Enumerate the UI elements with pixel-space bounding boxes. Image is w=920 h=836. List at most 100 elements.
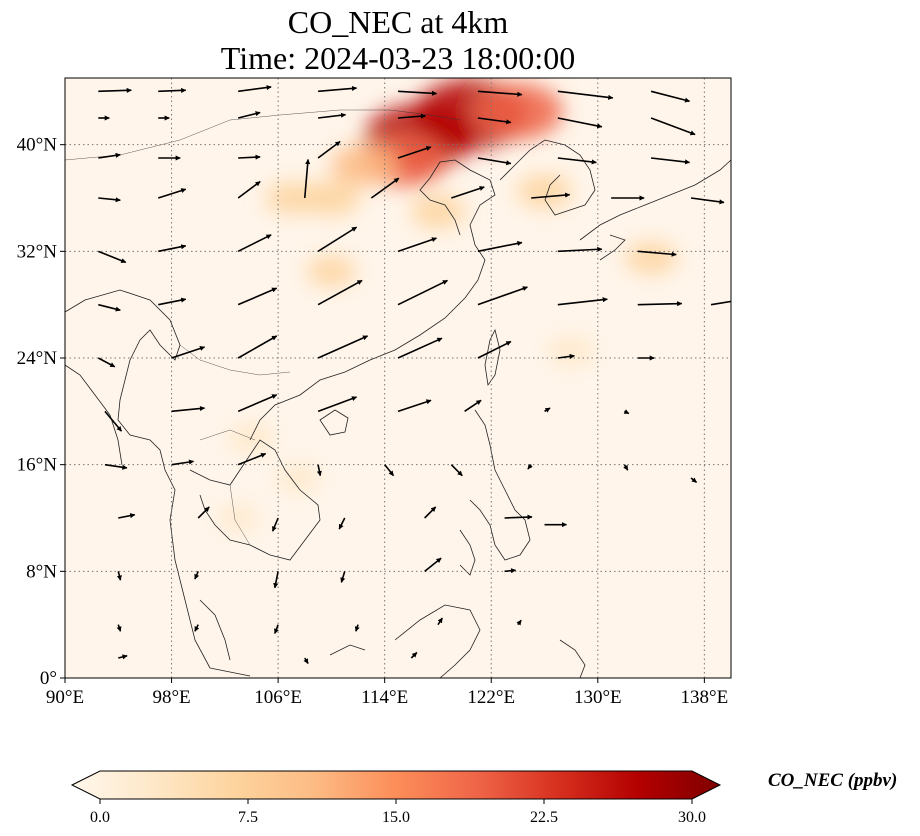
wind-arrow — [237, 180, 261, 199]
wind-arrow — [303, 158, 311, 199]
wind-arrow — [637, 301, 683, 307]
lon-tick-label: 90°E — [46, 687, 84, 708]
map-title: CO_NEC at 4km — [287, 4, 509, 40]
wind-arrow — [504, 514, 533, 520]
wind-arrow — [397, 113, 427, 119]
wind-vectors — [97, 85, 731, 664]
wind-arrow — [557, 246, 603, 253]
map-body — [65, 78, 731, 678]
wind-arrow — [477, 286, 528, 306]
wind-arrow — [477, 90, 523, 97]
colorbar-tick-label: 30.0 — [678, 809, 706, 826]
concentration-hotspot-8 — [625, 241, 678, 275]
wind-arrow — [158, 297, 187, 306]
wind-arrow — [477, 340, 512, 359]
lon-tick-label: 138°E — [681, 687, 729, 708]
wind-arrow — [237, 287, 278, 306]
colorbar-ticks: 0.0 7.5 15.0 22.5 30.0 — [90, 799, 706, 826]
wind-arrow — [317, 112, 347, 119]
concentration-hotspot-4 — [331, 143, 398, 186]
wind-arrow — [274, 624, 279, 634]
colorbar-label: CO_NEC (ppbv) — [768, 770, 898, 791]
concentration-hotspot-6 — [410, 194, 466, 229]
concentration-hotspot-9 — [265, 181, 318, 215]
lon-tick-label: 114°E — [361, 687, 408, 708]
wind-arrow — [384, 464, 395, 477]
wind-arrow — [650, 117, 696, 136]
wind-arrow — [557, 90, 614, 100]
concentration-hotspot-5 — [302, 179, 361, 217]
wind-arrow — [118, 654, 128, 660]
wind-arrow — [118, 513, 136, 519]
concentration-field — [217, 78, 678, 531]
wind-arrow — [397, 146, 432, 159]
wind-arrow — [238, 85, 272, 93]
wind-arrow — [317, 279, 363, 306]
wind-arrow — [623, 409, 630, 415]
map-frame — [64, 77, 732, 679]
wind-arrow — [477, 157, 512, 166]
wind-arrow — [318, 85, 358, 93]
wind-arrow — [317, 226, 358, 253]
wind-arrow — [194, 571, 200, 580]
wind-arrow — [98, 303, 121, 312]
wind-arrow — [531, 192, 571, 199]
colorbar: 0.0 7.5 15.0 22.5 30.0 — [70, 770, 722, 826]
wind-arrow — [397, 90, 438, 96]
wind-arrow — [504, 568, 517, 574]
wind-arrow — [171, 405, 206, 413]
wind-arrow — [194, 624, 200, 632]
wind-arrow — [410, 651, 418, 659]
wind-arrow — [317, 396, 358, 413]
wind-arrow — [424, 506, 437, 519]
wind-arrow — [690, 477, 698, 484]
wind-arrow — [237, 234, 272, 253]
wind-arrow — [397, 279, 448, 306]
wind-arrow — [238, 154, 261, 160]
wind-arrow — [98, 197, 121, 203]
wind-arrow — [98, 250, 127, 264]
concentration-hotspot-13 — [217, 505, 259, 531]
wind-arrow — [197, 506, 210, 519]
wind-arrow — [437, 617, 444, 626]
wind-arrow — [340, 571, 346, 583]
longitude-axis: 90°E 98°E 106°E 114°E 122°E 130°E 138°E — [46, 678, 728, 708]
latitude-axis: 0° 8°N 16°N 24°N 32°N 40°N — [17, 135, 65, 689]
wind-arrow — [637, 250, 677, 257]
concentration-hotspot-14 — [547, 336, 595, 366]
lon-tick-label: 122°E — [467, 687, 515, 708]
wind-arrow — [98, 87, 132, 93]
colorbar-tick-label: 22.5 — [530, 809, 558, 826]
wind-arrow — [710, 300, 731, 306]
colorbar-bar — [70, 770, 722, 800]
lat-tick-label: 32°N — [17, 241, 58, 262]
wind-arrow — [544, 407, 551, 413]
wind-arrow — [477, 117, 512, 125]
wind-arrow — [450, 464, 463, 477]
wind-arrow — [116, 571, 122, 581]
concentration-hotspot-1 — [473, 83, 563, 140]
wind-arrow — [104, 463, 128, 470]
lon-tick-label: 130°E — [574, 687, 622, 708]
wind-arrow — [464, 399, 482, 412]
wind-arrow — [354, 624, 360, 632]
wind-arrow — [424, 557, 442, 572]
concentration-hotspot-7 — [517, 174, 573, 209]
wind-arrow — [623, 464, 629, 471]
map-subtitle-time: Time: 2024-03-23 18:00:00 — [220, 40, 576, 76]
wind-arrow — [237, 335, 278, 359]
colorbar-tick-label: 15.0 — [382, 809, 410, 826]
wind-arrow — [338, 517, 346, 530]
concentration-hotspot-12 — [276, 464, 320, 492]
lat-tick-label: 24°N — [17, 348, 58, 369]
wind-arrow — [171, 459, 195, 466]
concentration-hotspot-10 — [306, 255, 357, 287]
country-borders — [65, 109, 461, 546]
wind-arrow — [273, 571, 279, 589]
wind-arrow — [317, 140, 341, 159]
wind-arrow — [527, 463, 533, 470]
wind-arrow — [397, 337, 443, 359]
wind-arrow — [650, 90, 691, 103]
colorbar-tick-label: 7.5 — [238, 809, 258, 826]
wind-arrow — [516, 619, 522, 626]
